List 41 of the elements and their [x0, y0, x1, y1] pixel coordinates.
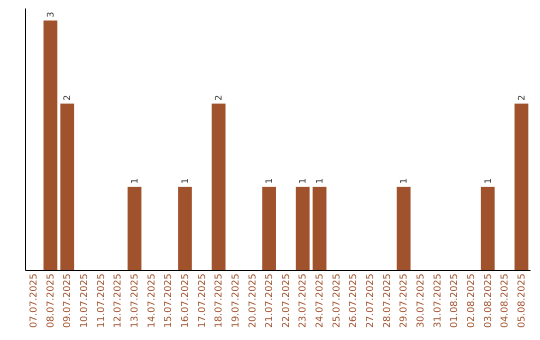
- x-tick-label: 31.07.2025: [432, 274, 444, 328]
- x-tick-label: 22.07.2025: [280, 274, 292, 328]
- x-tick-label: 01.08.2025: [449, 274, 460, 328]
- x-tick-label: 12.07.2025: [112, 274, 124, 328]
- x-tick-label: 13.07.2025: [130, 274, 141, 328]
- x-tick-label: 27.07.2025: [365, 274, 376, 328]
- x-tick-label: 23.07.2025: [298, 274, 309, 328]
- data-label: 2: [214, 94, 225, 101]
- x-tick-label: 25.07.2025: [331, 274, 342, 328]
- x-tick-label: 04.08.2025: [500, 274, 511, 328]
- data-label: 1: [130, 178, 141, 184]
- x-tick-label: 14.07.2025: [146, 274, 158, 328]
- x-tick-label: 11.07.2025: [96, 274, 107, 328]
- x-tick-label: 30.07.2025: [415, 274, 426, 328]
- x-tick-label: 29.07.2025: [398, 274, 410, 328]
- x-tick-label: 26.07.2025: [348, 274, 360, 328]
- x-tick-label: 18.07.2025: [214, 274, 225, 328]
- x-tick-label: 03.08.2025: [482, 274, 494, 328]
- x-tick-label: 21.07.2025: [264, 274, 276, 328]
- x-tick-label: 16.07.2025: [180, 274, 191, 328]
- x-tick-label: 08.07.2025: [45, 274, 56, 328]
- data-label: 1: [316, 178, 326, 184]
- x-tick-label: 15.07.2025: [163, 274, 174, 328]
- data-label: 3: [46, 12, 56, 18]
- x-tick-label: 02.08.2025: [466, 274, 477, 328]
- x-tick-label: 09.07.2025: [62, 274, 74, 328]
- data-label: 1: [400, 178, 410, 184]
- x-tick-label: 10.07.2025: [79, 274, 90, 328]
- x-tick-label: 19.07.2025: [230, 274, 242, 328]
- data-label: 2: [517, 94, 528, 101]
- x-tick-label: 28.07.2025: [382, 274, 393, 328]
- x-tick-label: 24.07.2025: [314, 274, 326, 328]
- data-label: 1: [484, 178, 494, 184]
- data-label: 1: [180, 178, 191, 184]
- x-tick-label: 17.07.2025: [196, 274, 208, 328]
- x-tick-label: 07.07.2025: [28, 274, 40, 328]
- x-tick-label: 05.08.2025: [516, 274, 528, 328]
- data-label: 2: [63, 94, 74, 101]
- x-tick-label: 20.07.2025: [247, 274, 258, 328]
- data-label: 1: [265, 178, 276, 184]
- data-label: 1: [298, 178, 309, 184]
